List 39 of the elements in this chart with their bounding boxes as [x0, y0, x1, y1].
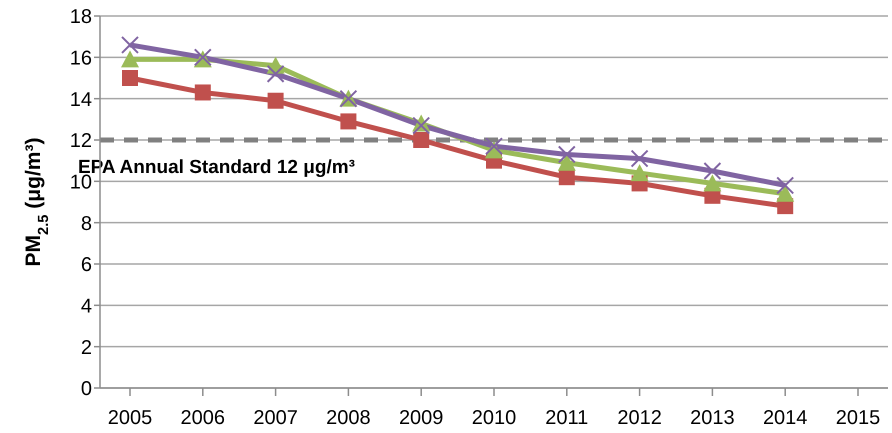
y-tick-label: 2 — [80, 336, 92, 359]
point — [703, 162, 722, 180]
y-tick-label: 6 — [80, 254, 92, 276]
point — [340, 113, 356, 130]
x-tick-label: 2013 — [690, 407, 735, 430]
point — [558, 154, 576, 171]
x-tick-label: 2015 — [836, 407, 880, 430]
point — [121, 36, 139, 54]
point — [194, 84, 211, 100]
x-tick-label: 2009 — [398, 407, 444, 430]
point — [412, 116, 430, 135]
point — [266, 64, 285, 83]
y-tick-label: 14 — [70, 88, 92, 111]
point — [122, 70, 138, 86]
x-tick-label: 2005 — [108, 407, 152, 430]
point — [268, 92, 284, 109]
point — [485, 137, 503, 156]
point — [776, 176, 794, 194]
x-tick-label: 2012 — [617, 407, 662, 430]
point — [630, 164, 649, 182]
point — [121, 50, 139, 68]
x-tick-label: 2006 — [180, 407, 226, 430]
y-tick-label: 0 — [80, 378, 92, 400]
y-tick-label: 18 — [70, 6, 92, 28]
y-tick-label: 4 — [80, 295, 92, 318]
y-tick-label: 16 — [70, 47, 92, 70]
point — [558, 169, 575, 186]
y-tick-label: 12 — [70, 130, 92, 152]
point — [776, 184, 794, 202]
y-tick-label: 8 — [80, 212, 92, 235]
x-tick-label: 2007 — [253, 407, 298, 430]
point — [630, 150, 649, 168]
point — [558, 145, 576, 164]
x-tick-label: 2008 — [326, 407, 371, 430]
x-tick-label: 2014 — [762, 407, 808, 430]
x-tick-label: 2010 — [472, 407, 516, 430]
point — [703, 174, 722, 192]
x-tick-label: 2011 — [545, 407, 588, 430]
point — [413, 132, 430, 148]
